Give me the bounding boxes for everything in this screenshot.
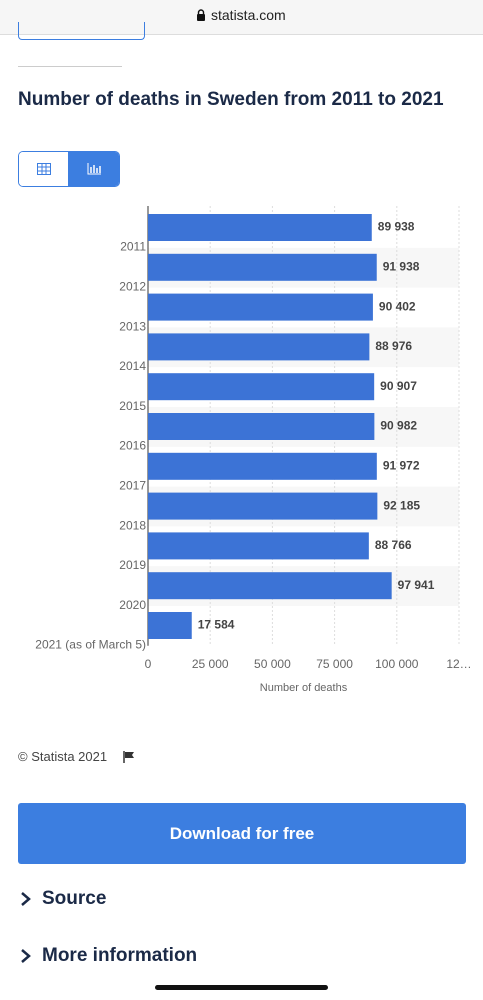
x-axis-title: Number of deaths — [260, 682, 348, 694]
partial-button[interactable] — [18, 22, 145, 40]
y-tick-label: 2018 — [119, 518, 146, 532]
table-view-button[interactable] — [19, 152, 68, 186]
view-toggle — [18, 151, 120, 187]
more-info-link[interactable]: More information — [42, 945, 198, 966]
x-tick-label: 12… — [446, 657, 471, 671]
divider — [18, 66, 122, 67]
chevron — [21, 892, 31, 906]
x-tick-label: 75 000 — [316, 657, 353, 671]
lock-icon — [197, 9, 205, 21]
chart: 0 25 000 50 000 75 000 100 000 12… 89 938 2011 9… — [35, 206, 472, 694]
y-tick-label: 2013 — [119, 319, 146, 333]
y-tick-label: 2020 — [119, 598, 146, 612]
bar — [148, 214, 372, 241]
bar — [148, 373, 375, 401]
flag-icon[interactable] — [123, 751, 135, 763]
y-tick-label: 2019 — [119, 558, 146, 572]
chevron — [21, 949, 31, 963]
x-tick-label: 25 000 — [192, 657, 229, 671]
value-label: 88 766 — [375, 538, 412, 552]
home-indicator — [155, 985, 328, 990]
bar — [148, 532, 369, 560]
y-tick-label: 2021 (as of March 5) — [35, 638, 146, 652]
url: statista.com — [211, 7, 286, 23]
y-tick-label: 2017 — [119, 478, 146, 492]
source-link[interactable]: Source — [42, 888, 107, 909]
bar — [148, 492, 378, 520]
bar — [148, 612, 192, 639]
value-label: 91 972 — [383, 458, 420, 472]
value-label: 90 982 — [380, 419, 417, 433]
chart-view-button[interactable] — [68, 152, 119, 186]
chart-title: Number of deaths in Sweden from 2011 to … — [18, 89, 444, 110]
x-tick-label: 100 000 — [375, 657, 419, 671]
value-label: 92 185 — [383, 498, 420, 512]
bar — [148, 253, 377, 281]
y-tick-label: 2011 — [120, 240, 146, 254]
value-label: 17 584 — [198, 618, 235, 632]
x-tick-label: 0 — [145, 657, 152, 671]
address-bar — [0, 0, 483, 35]
download-button[interactable]: Download for free — [18, 803, 466, 864]
y-tick-label: 2015 — [119, 399, 146, 413]
value-label: 88 976 — [375, 339, 412, 353]
copyright: © Statista 2021 — [18, 749, 108, 764]
y-tick-label: 2012 — [119, 279, 146, 293]
value-label: 90 907 — [380, 379, 417, 393]
x-tick-label: 50 000 — [254, 657, 291, 671]
value-label: 90 402 — [379, 299, 416, 313]
y-tick-label: 2016 — [119, 439, 146, 453]
bar — [148, 572, 392, 600]
bar — [148, 293, 373, 321]
bar — [148, 452, 377, 480]
bar — [148, 333, 370, 361]
bar — [148, 413, 375, 440]
value-label: 91 938 — [383, 259, 420, 273]
value-label: 97 941 — [398, 578, 435, 592]
value-label: 89 938 — [378, 220, 415, 234]
y-tick-label: 2014 — [119, 359, 146, 373]
